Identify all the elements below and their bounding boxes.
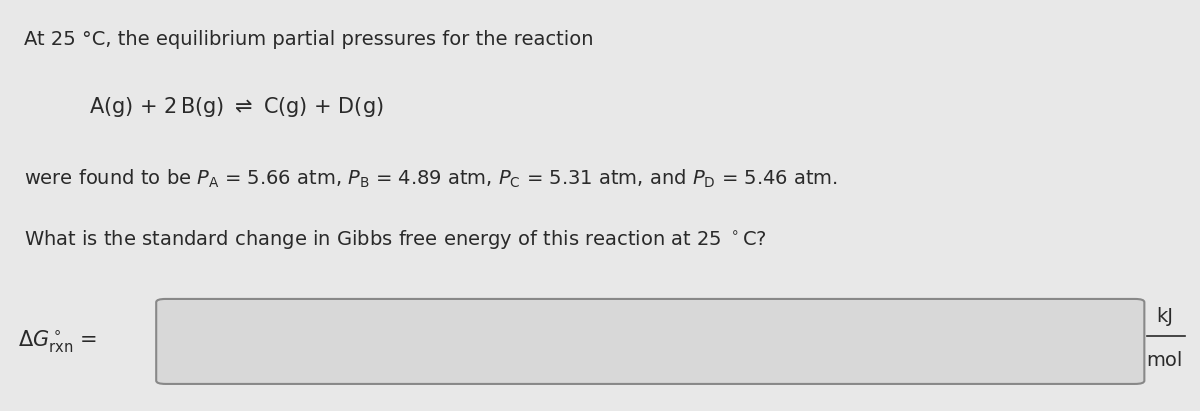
Text: kJ: kJ — [1156, 307, 1172, 326]
Text: A(g) + 2$\,$B(g) $\rightleftharpoons$ C(g) + D(g): A(g) + 2$\,$B(g) $\rightleftharpoons$ C(… — [89, 95, 384, 119]
Text: were found to be $P_{\mathrm{A}}$ = 5.66 atm, $P_{\mathrm{B}}$ = 4.89 atm, $P_{\: were found to be $P_{\mathrm{A}}$ = 5.66… — [24, 167, 838, 189]
Text: mol: mol — [1146, 351, 1183, 370]
FancyBboxPatch shape — [156, 299, 1145, 384]
Text: At 25 °C, the equilibrium partial pressures for the reaction: At 25 °C, the equilibrium partial pressu… — [24, 30, 593, 49]
Text: What is the standard change in Gibbs free energy of this reaction at 25 $^\circ$: What is the standard change in Gibbs fre… — [24, 228, 767, 251]
Text: $\Delta G^\circ_{\mathrm{rxn}}$ =: $\Delta G^\circ_{\mathrm{rxn}}$ = — [18, 328, 97, 354]
